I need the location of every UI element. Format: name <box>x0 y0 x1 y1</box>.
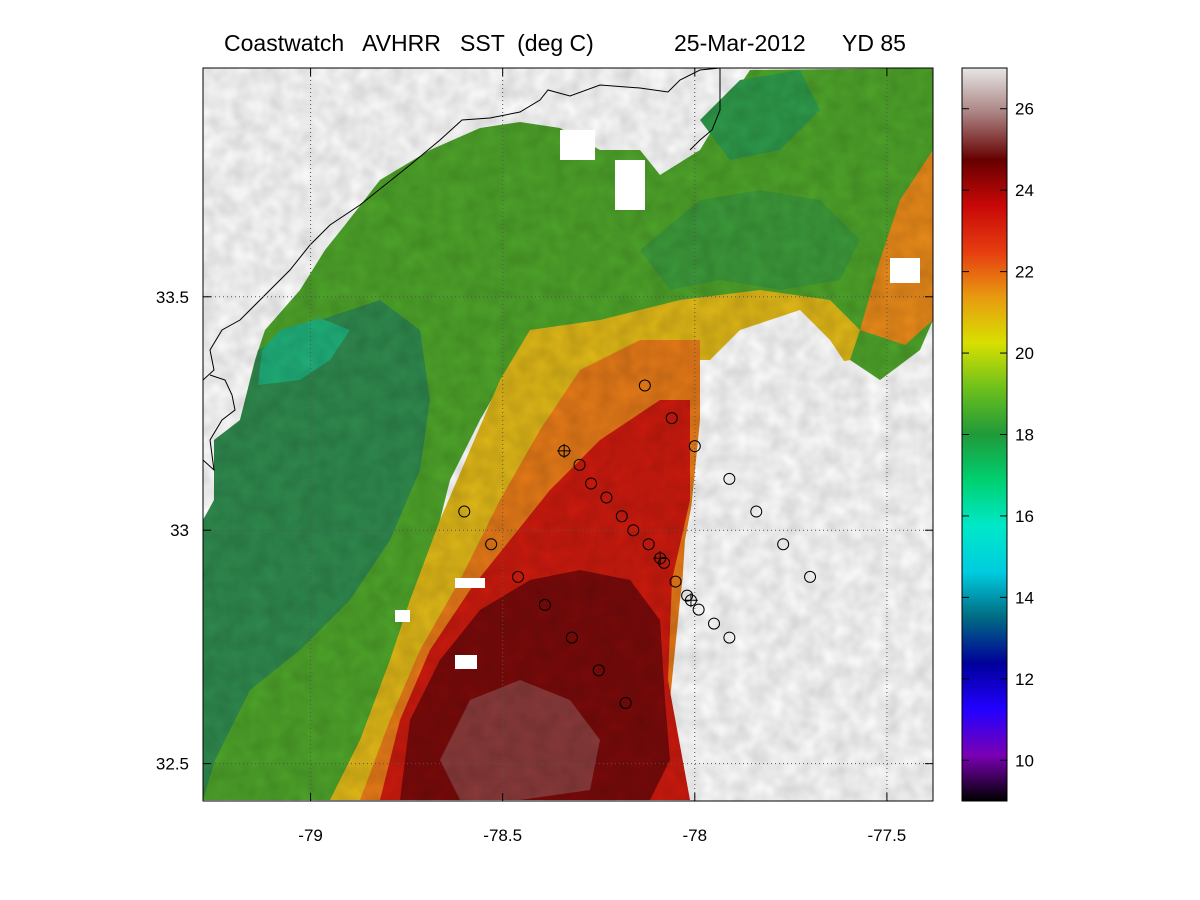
station-marker <box>723 631 736 644</box>
lon-tick-label: -79 <box>298 826 323 845</box>
colorbar-tick-label: 20 <box>1015 344 1034 363</box>
station-marker <box>750 505 763 518</box>
lat-tick-label: 32.5 <box>156 755 189 774</box>
station-marker <box>619 696 632 709</box>
colorbar-tick-label: 10 <box>1015 751 1034 770</box>
station-marker <box>665 412 678 425</box>
map-date: 25-Mar-2012 <box>674 30 806 56</box>
station-marker <box>658 556 671 569</box>
station-marker <box>600 491 613 504</box>
station-markers <box>458 379 817 709</box>
colorbar-tick-label: 14 <box>1015 588 1034 607</box>
colorbar-tick-label: 18 <box>1015 426 1034 445</box>
cloud-hole <box>455 578 485 588</box>
colorbar-tick-label: 16 <box>1015 507 1034 526</box>
station-marker <box>642 538 655 551</box>
station-marker <box>458 505 471 518</box>
colorbar-tick-label: 26 <box>1015 100 1034 119</box>
station-marker <box>512 570 525 583</box>
cloud-hole <box>560 130 595 160</box>
map-frame <box>202 67 934 802</box>
cloud-hole <box>615 160 645 210</box>
cloud-hole <box>890 258 920 283</box>
map-title: Coastwatch AVHRR SST (deg C) <box>224 30 594 56</box>
colorbar-tick-label: 24 <box>1015 181 1034 200</box>
lon-tick-label: -77.5 <box>868 826 907 845</box>
station-marker <box>565 631 578 644</box>
station-marker <box>804 570 817 583</box>
station-marker <box>688 440 701 453</box>
station-marker <box>692 603 705 616</box>
station-marker <box>615 510 628 523</box>
station-marker <box>708 617 720 630</box>
map-grid <box>203 68 933 801</box>
station-marker <box>638 379 651 392</box>
station-marker <box>777 538 790 551</box>
station-marker <box>585 477 598 490</box>
lat-tick-label: 33 <box>170 521 189 540</box>
lon-tick-label: -78.5 <box>483 826 522 845</box>
lat-tick-label: 33.5 <box>156 288 189 307</box>
coastline-inland <box>202 374 236 472</box>
cloud-hole <box>455 655 477 669</box>
map-axes: -79 -78.5 -78 -77.5 33.5 33 32.5 <box>156 68 933 845</box>
colorbar-tick-label: 22 <box>1015 263 1034 282</box>
colorbar-tick-label: 12 <box>1015 670 1034 689</box>
sst-field <box>203 68 933 801</box>
lon-tick-label: -78 <box>683 826 708 845</box>
cloud-hole <box>395 610 410 622</box>
station-marker <box>627 524 640 537</box>
colorbar-ticks: 10 12 14 16 18 20 22 24 26 <box>962 100 1034 770</box>
station-marker <box>538 598 551 611</box>
map-yearday: YD 85 <box>842 30 906 56</box>
station-marker <box>592 664 605 677</box>
station-marker <box>485 538 498 551</box>
station-marker <box>573 458 586 471</box>
station-marker <box>723 472 736 485</box>
station-marker <box>681 589 694 602</box>
coastline <box>203 68 721 800</box>
station-marker <box>669 575 682 588</box>
